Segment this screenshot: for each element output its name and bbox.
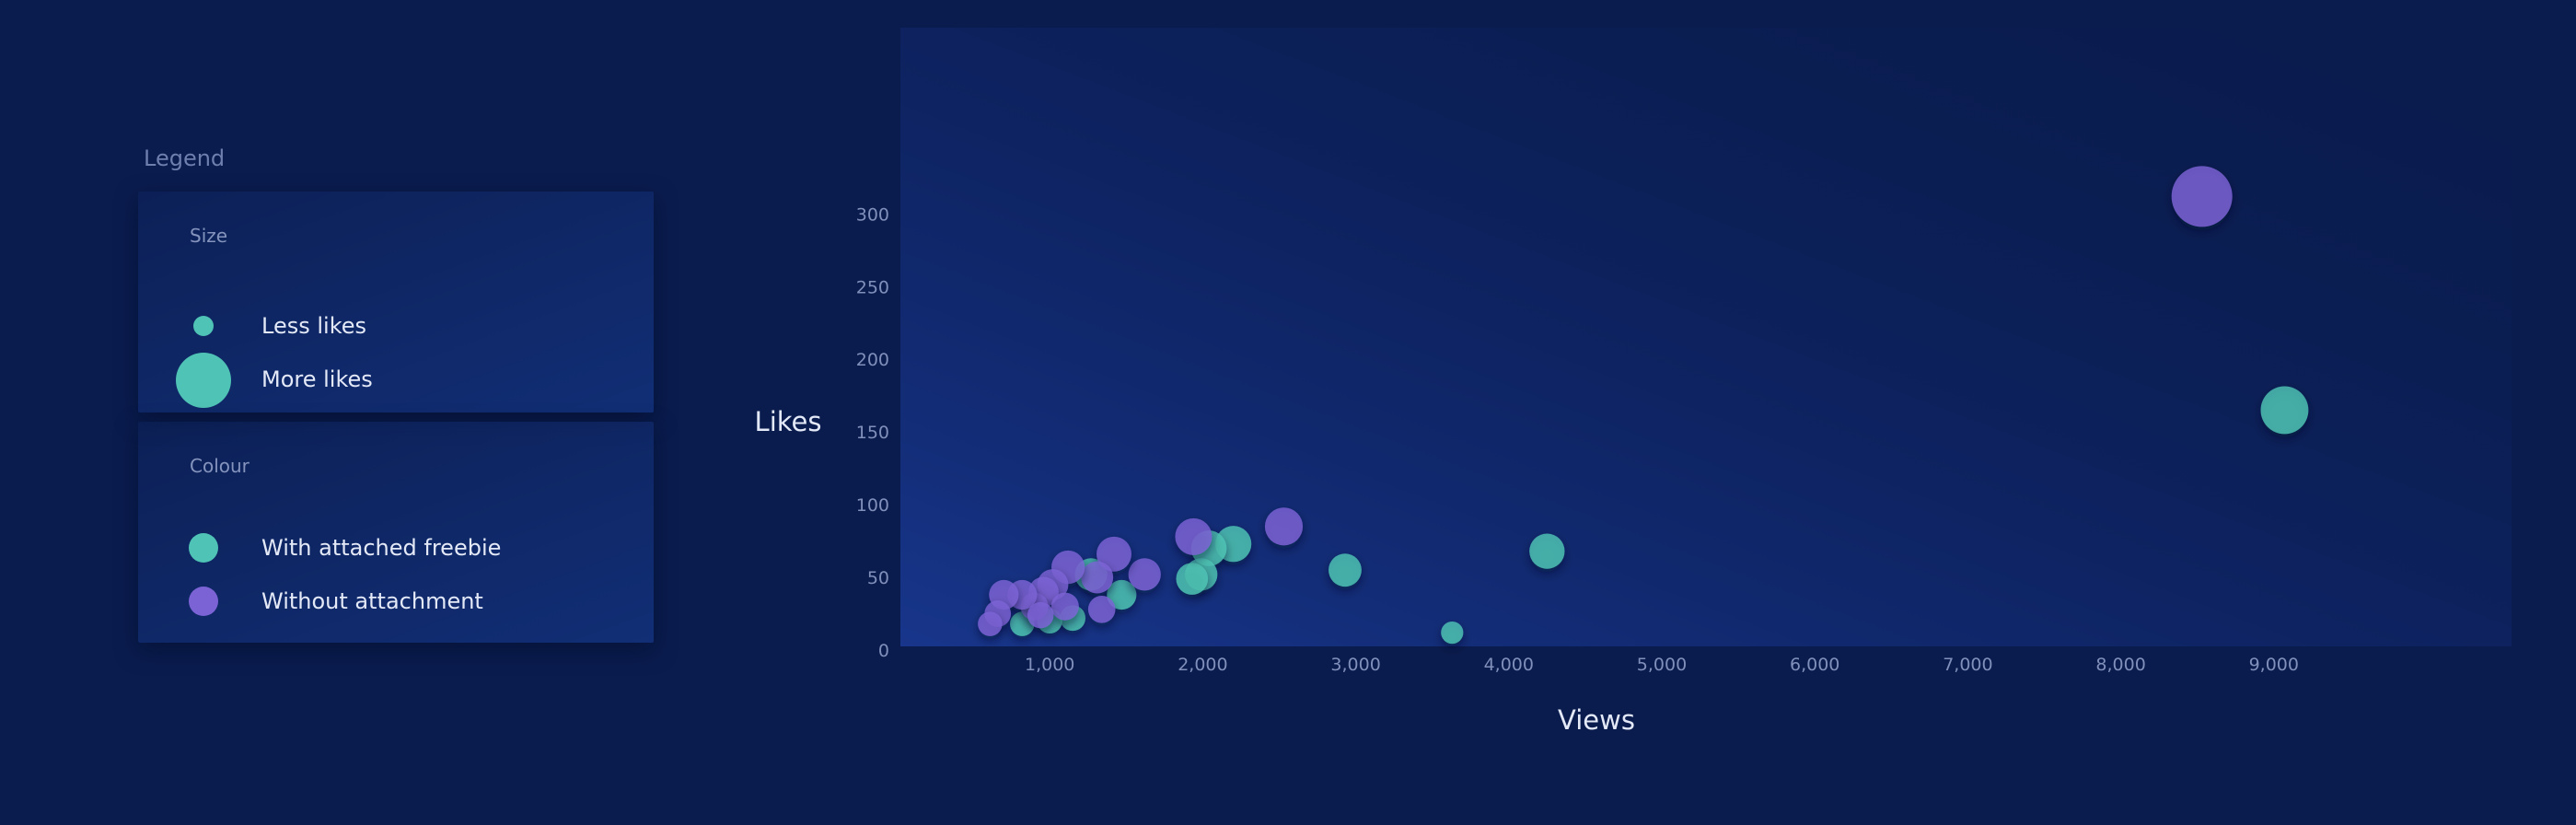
legend-item-more-likes: More likes	[138, 352, 635, 408]
legend-label-without-attachment: Without attachment	[261, 588, 483, 614]
legend-purple-dot-icon	[189, 587, 218, 616]
no-attachment-data-point[interactable]	[1081, 561, 1114, 594]
no-attachment-data-point[interactable]	[1128, 558, 1161, 591]
y-tick-label: 150	[856, 423, 889, 443]
no-attachment-data-point[interactable]	[1264, 507, 1304, 546]
y-tick-label: 300	[856, 204, 889, 225]
x-axis-title: Views	[1558, 704, 1635, 736]
x-tick-label: 7,000	[1943, 655, 1992, 675]
x-tick-label: 9,000	[2249, 655, 2299, 675]
legend-size-heading: Size	[190, 225, 228, 247]
legend-label-more-likes: More likes	[261, 366, 373, 392]
x-tick-label: 3,000	[1330, 655, 1380, 675]
freebie-data-point[interactable]	[1176, 563, 1209, 595]
freebie-data-point[interactable]	[2260, 386, 2309, 435]
y-tick-label: 200	[856, 350, 889, 370]
no-attachment-data-point[interactable]	[1097, 536, 1131, 572]
x-tick-label: 1,000	[1025, 655, 1074, 675]
y-tick-label: 100	[856, 495, 889, 516]
legend-small-dot-icon	[193, 316, 214, 336]
freebie-data-point[interactable]	[1441, 621, 1464, 645]
y-tick-label: 50	[867, 568, 889, 588]
legend-item-with-freebie: With attached freebie	[138, 520, 635, 575]
legend-item-without-attachment: Without attachment	[138, 574, 635, 629]
no-attachment-data-point[interactable]	[1027, 601, 1054, 629]
freebie-data-point[interactable]	[1107, 579, 1137, 610]
no-attachment-data-point[interactable]	[1050, 592, 1079, 621]
legend-label-less-likes: Less likes	[261, 313, 366, 339]
legend-teal-dot-icon	[189, 533, 218, 563]
x-tick-label: 8,000	[2095, 655, 2145, 675]
y-tick-label: 0	[878, 641, 889, 661]
y-axis-ticks: 0 50 100 150 200 250 300	[856, 204, 889, 661]
legend-colour-heading: Colour	[190, 455, 249, 477]
x-tick-label: 5,000	[1637, 655, 1687, 675]
legend-colour-panel: Colour With attached freebie Without att…	[138, 422, 654, 643]
y-axis-title: Likes	[755, 406, 822, 437]
freebie-data-point[interactable]	[1529, 533, 1565, 569]
legend-item-less-likes: Less likes	[138, 298, 635, 354]
no-attachment-data-point[interactable]	[978, 611, 1003, 636]
no-attachment-data-point[interactable]	[2171, 166, 2233, 227]
legend-label-with-freebie: With attached freebie	[261, 535, 502, 561]
plot-area	[900, 28, 2512, 646]
legend-title: Legend	[144, 145, 226, 171]
x-tick-label: 6,000	[1790, 655, 1839, 675]
x-tick-label: 4,000	[1484, 655, 1534, 675]
x-tick-label: 2,000	[1178, 655, 1227, 675]
no-attachment-data-point[interactable]	[1175, 517, 1213, 555]
legend-size-panel: Size Less likes More likes	[138, 192, 654, 412]
no-attachment-data-point[interactable]	[1087, 595, 1116, 623]
x-axis-ticks: 1,000 2,000 3,000 4,000 5,000 6,000 7,000 8,000…	[1025, 655, 2299, 675]
freebie-data-point[interactable]	[1329, 553, 1362, 587]
y-tick-label: 250	[856, 277, 889, 297]
legend-large-dot-icon	[176, 353, 231, 408]
data-points	[978, 166, 2309, 645]
